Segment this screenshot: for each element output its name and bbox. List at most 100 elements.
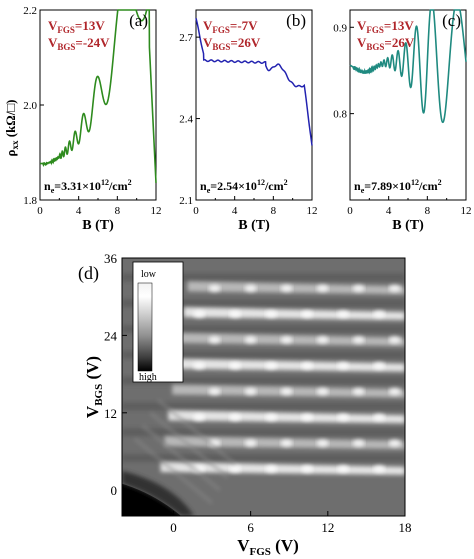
panel-d-frame — [121, 257, 406, 517]
panel-c: 0 4 8 12 0.8 0.9 (c) VFGS=13V VBGS=26V ne=7.8… — [333, 9, 472, 233]
heatmap-peak — [337, 413, 350, 421]
heatmap-dark-band — [122, 350, 405, 359]
heatmap-peak — [265, 413, 278, 421]
colorbar: low high — [132, 261, 184, 383]
panel-b-xlabel: B (T) — [238, 218, 270, 233]
colorbar-gradient — [137, 282, 153, 372]
heatmap-peak — [316, 284, 329, 292]
heatmap-peak — [280, 439, 293, 447]
heatmap-peak — [388, 439, 401, 447]
heatmap-peak — [301, 413, 314, 421]
x-tick-label: 4 — [386, 205, 392, 217]
x-tick-label: 12 — [151, 205, 162, 217]
y-tick-label: 2.7 — [179, 32, 193, 44]
heatmap-peak — [193, 413, 206, 421]
x-tick-label: 4 — [76, 205, 82, 217]
x-tick-label: 8 — [425, 205, 431, 217]
x-tick-label: 12 — [461, 205, 472, 217]
heatmap-peak — [388, 336, 401, 344]
y-tick-label: 0.9 — [333, 22, 347, 34]
heatmap-layer — [122, 273, 405, 516]
panel-a-label: (a) — [129, 11, 148, 30]
panel-b: 0 4 8 12 2.1 2.4 2.7 (b) VFGS=-7V VBGS=26V ne=… — [179, 9, 318, 233]
heatmap-peak — [373, 310, 386, 318]
heatmap-peak — [193, 310, 206, 318]
heatmap-peak — [301, 310, 314, 318]
heatmap-dark-band — [122, 376, 405, 385]
heatmap-peak — [301, 465, 314, 473]
heatmap-dark-band — [122, 402, 405, 411]
x-tick-label: 4 — [232, 205, 238, 217]
x-tick-label: 6 — [247, 520, 254, 535]
y-tick-label: 36 — [104, 251, 118, 266]
x-tick-label: 12 — [307, 205, 318, 217]
heatmap-peak — [316, 388, 329, 396]
heatmap-peak — [244, 336, 257, 344]
heatmap-peak — [229, 362, 242, 370]
heatmap-transition-region — [122, 470, 195, 516]
heatmap-peak — [373, 465, 386, 473]
panel-b-vfgs: VFGS=-7V — [203, 18, 258, 35]
heatmap-peak — [229, 310, 242, 318]
panel-c-vbgs: VBGS=26V — [357, 35, 415, 52]
heatmap-dark-band — [122, 299, 405, 308]
heatmap-peak — [373, 362, 386, 370]
heatmap-peak — [208, 388, 221, 396]
x-tick-label: 0 — [170, 520, 177, 535]
heatmap-peak — [373, 413, 386, 421]
heatmap-bright-band — [183, 307, 405, 321]
heatmap-peak — [208, 284, 221, 292]
heatmap-peak — [265, 465, 278, 473]
heatmap-peak — [244, 388, 257, 396]
panel-c-xlabel: B (T) — [392, 218, 424, 233]
heatmap-peak — [337, 310, 350, 318]
heatmap-diagonal-streak — [149, 411, 229, 479]
heatmap-peak — [265, 310, 278, 318]
panel-a-density: ne=3.31×1012/cm2 — [44, 178, 132, 195]
x-tick-label: 0 — [193, 205, 199, 217]
heatmap-peak — [193, 362, 206, 370]
heatmap-peak — [229, 465, 242, 473]
y-tick-label: 2.4 — [179, 114, 193, 126]
panel-a-xlabel: B (T) — [82, 218, 114, 233]
heatmap-peak — [280, 284, 293, 292]
heatmap-peak — [280, 388, 293, 396]
y-tick-label: 0.8 — [333, 109, 347, 121]
x-tick-label: 12 — [321, 520, 334, 535]
x-tick-label: 18 — [399, 520, 412, 535]
heatmap-peak — [337, 362, 350, 370]
heatmap-diagonal-streak — [133, 437, 214, 505]
heatmap-dark-corner — [122, 483, 182, 516]
y-tick-label: 2.1 — [179, 195, 193, 207]
y-tick-label: 0 — [111, 483, 118, 498]
panel-a-ylabel: ρxx (kΩ/□) — [3, 100, 20, 157]
panel-d-xlabel: VFGS (V) — [237, 536, 299, 558]
heatmap-dark-band — [122, 428, 405, 437]
y-tick-label: 24 — [104, 328, 118, 343]
panel-d: 0 6 12 18 0 12 24 36 (d) low high VFGS (V) VBGS… — [78, 251, 412, 558]
heatmap-peak — [352, 388, 365, 396]
heatmap-peak — [316, 439, 329, 447]
series-c-line — [349, 9, 467, 124]
x-tick-label: 8 — [115, 205, 121, 217]
heatmap-peak — [352, 439, 365, 447]
y-tick-label: 12 — [104, 406, 117, 421]
y-tick-label: 2.0 — [23, 100, 37, 112]
heatmap-dark-band — [122, 273, 405, 282]
heatmap-peak — [337, 465, 350, 473]
heatmap-peak — [388, 388, 401, 396]
heatmap-peak — [229, 413, 242, 421]
panel-d-ylabel: VBGS (V) — [83, 356, 105, 418]
heatmap-peak — [316, 336, 329, 344]
panel-c-label: (c) — [442, 11, 461, 30]
heatmap-peak — [352, 336, 365, 344]
x-tick-label: 0 — [347, 205, 353, 217]
heatmap-diagonal-streak — [157, 398, 237, 466]
heatmap-peak — [352, 284, 365, 292]
x-tick-label: 8 — [271, 205, 277, 217]
panel-d-label: (d) — [78, 263, 99, 284]
series-a-line — [40, 9, 157, 183]
panel-b-label: (b) — [286, 11, 306, 30]
panel-c-density: ne=7.89×1012/cm2 — [354, 178, 442, 195]
